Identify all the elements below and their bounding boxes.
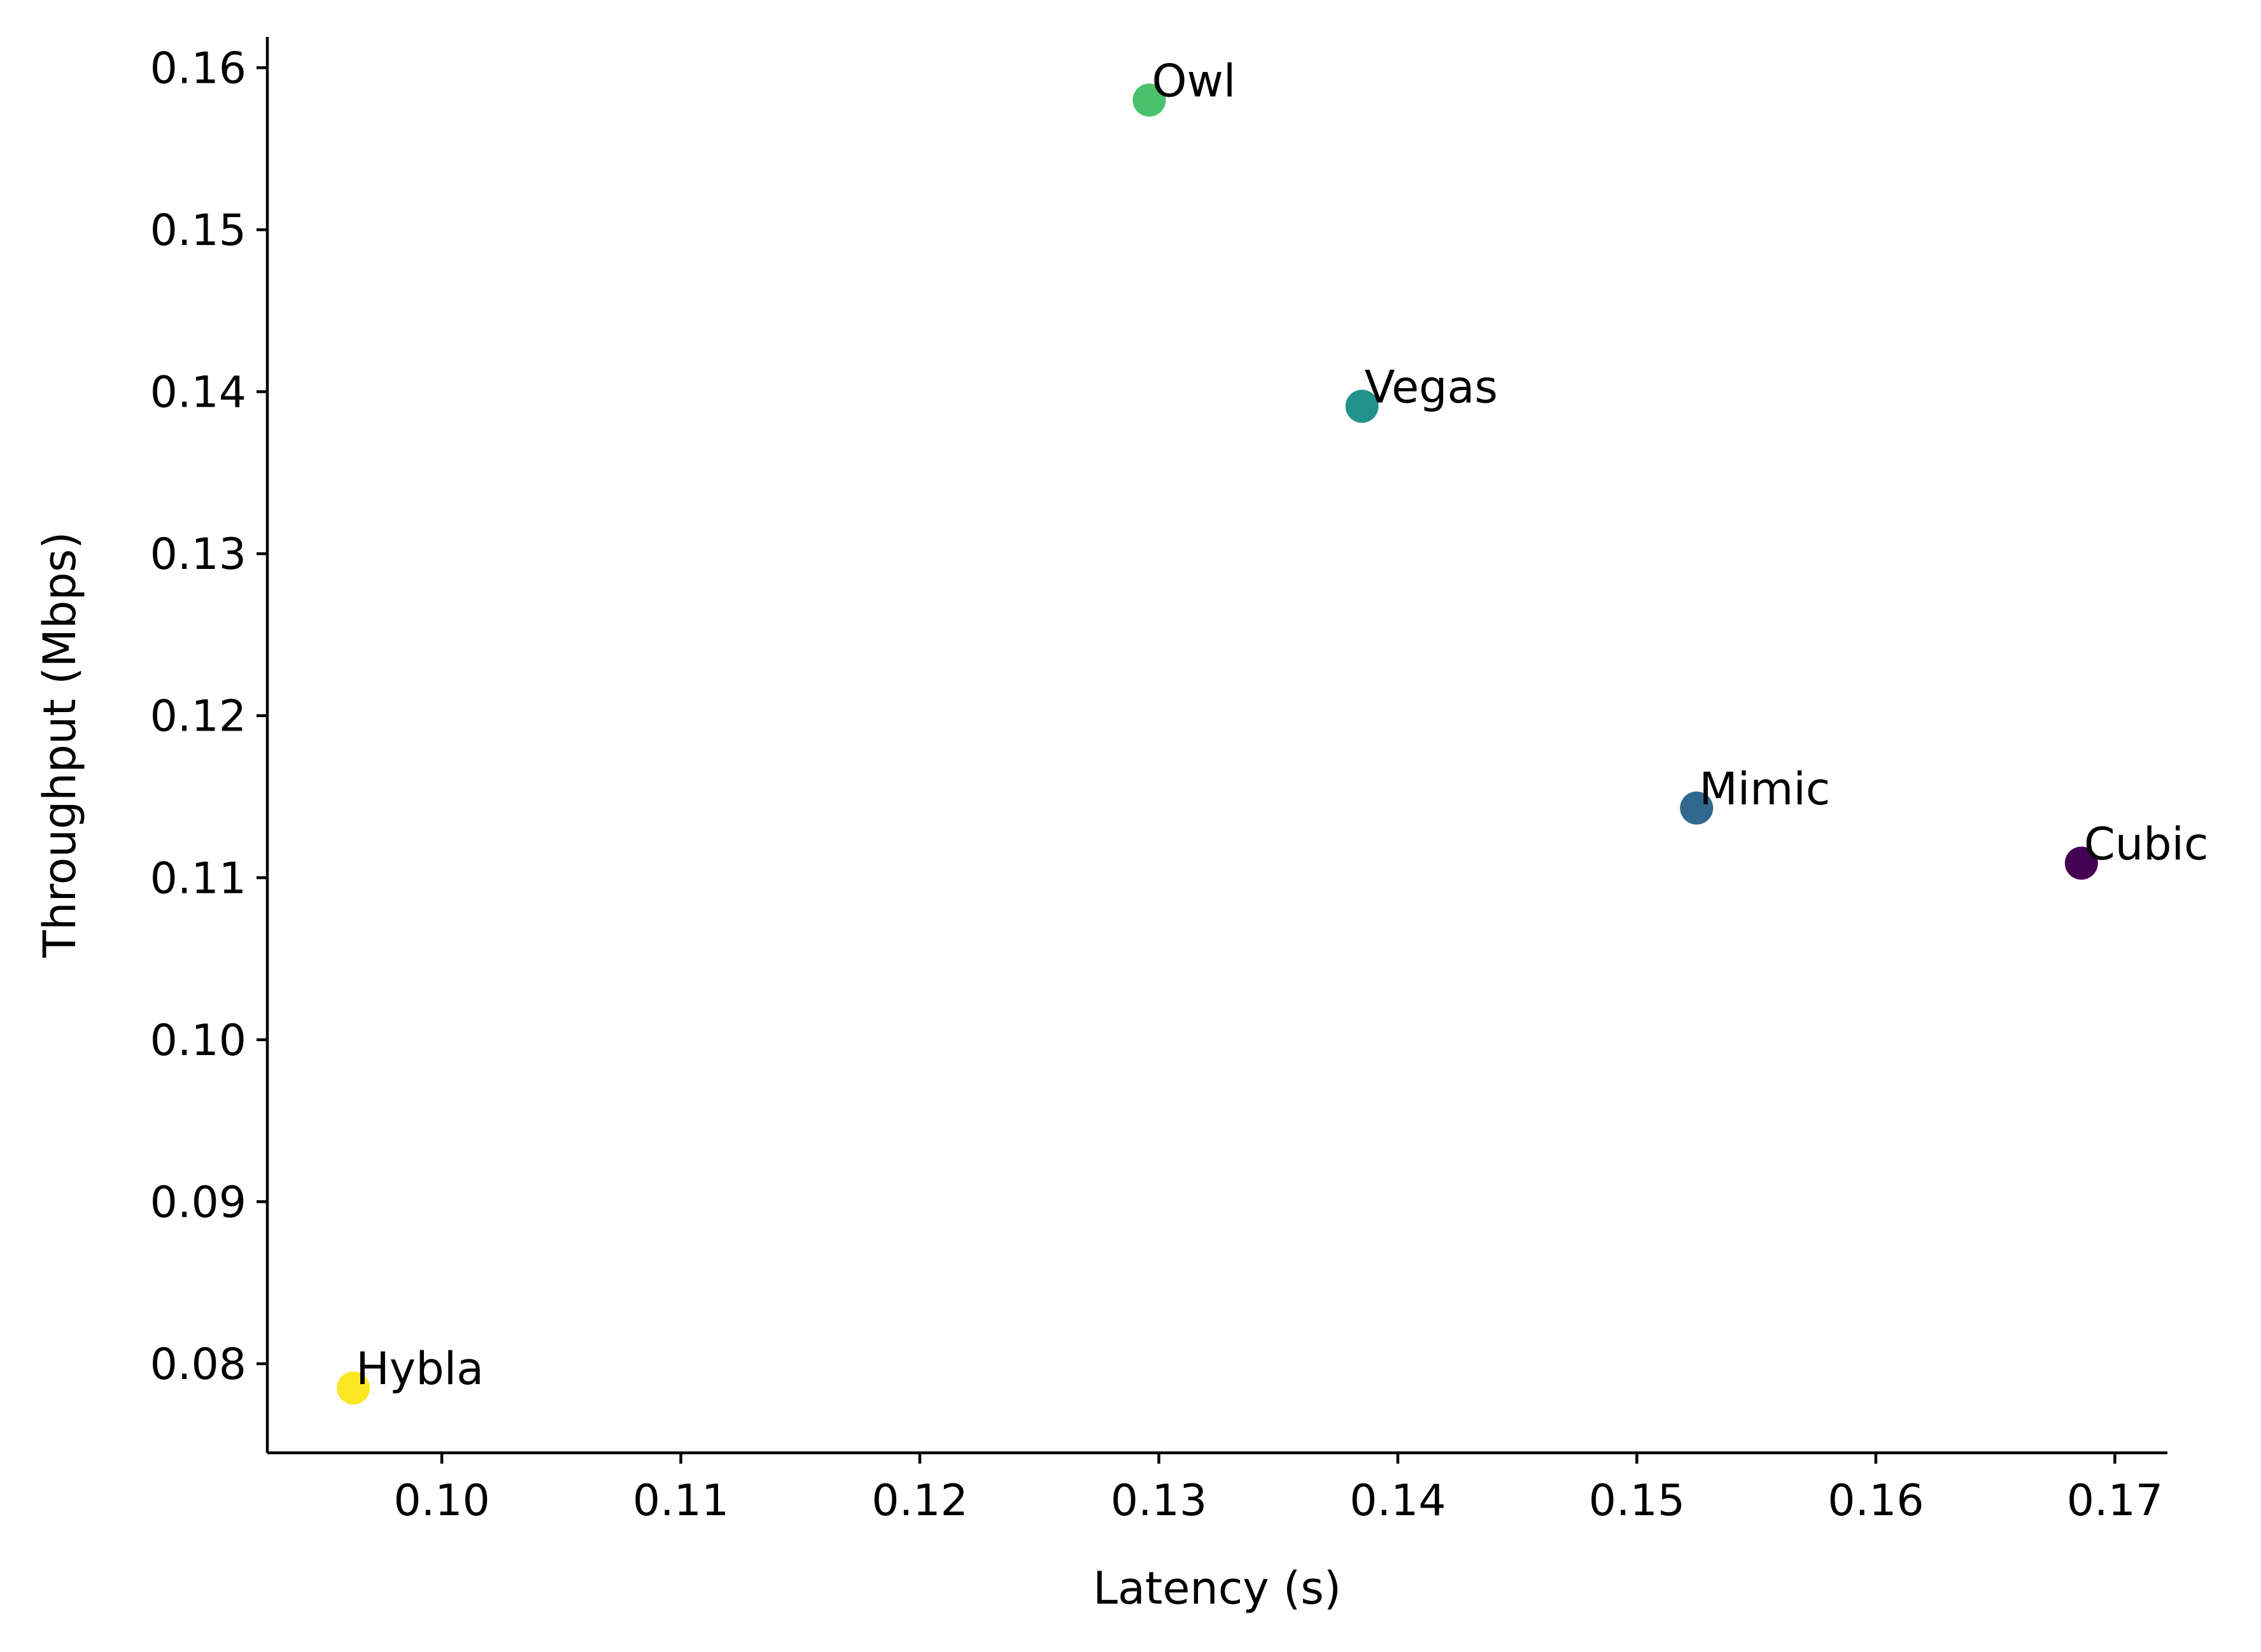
y-tick-label: 0.10 — [150, 1016, 246, 1066]
y-axis-label: Throughput (Mbps) — [34, 531, 86, 958]
x-axis-label: Latency (s) — [1093, 1562, 1341, 1614]
y-tick-label: 0.13 — [150, 529, 246, 580]
data-point-owl — [1132, 83, 1166, 117]
y-tick-label: 0.11 — [150, 853, 246, 904]
x-tick-label: 0.12 — [871, 1476, 968, 1526]
y-tick-label: 0.09 — [150, 1177, 246, 1228]
y-tick-label: 0.15 — [150, 206, 246, 256]
x-tick-label: 0.11 — [633, 1476, 729, 1526]
point-label-hybla: Hybla — [356, 1343, 484, 1395]
point-label-owl: Owl — [1152, 55, 1236, 107]
x-tick-label: 0.13 — [1111, 1476, 1207, 1526]
x-tick-label: 0.14 — [1349, 1476, 1446, 1526]
x-tick-label: 0.17 — [2067, 1476, 2163, 1526]
x-tick-label: 0.16 — [1828, 1476, 1924, 1526]
y-tick-label: 0.12 — [150, 692, 246, 742]
point-label-cubic: Cubic — [2084, 818, 2209, 870]
y-tick-label: 0.08 — [150, 1340, 246, 1390]
data-point-mimic — [1680, 791, 1714, 825]
data-point-hybla — [337, 1371, 370, 1405]
x-tick-label: 0.15 — [1589, 1476, 1685, 1526]
point-label-mimic: Mimic — [1699, 763, 1830, 815]
data-point-vegas — [1345, 389, 1379, 423]
point-label-vegas: Vegas — [1365, 361, 1498, 413]
axes: 0.10 0.11 0.12 0.13 0.14 0.15 0.16 0.17 0.08 0.09… — [150, 37, 2167, 1526]
data-points: Owl Vegas Mimic Cubic Hybla — [337, 55, 2209, 1405]
y-tick-label: 0.14 — [150, 368, 246, 418]
x-tick-label: 0.10 — [393, 1476, 490, 1526]
y-tick-label: 0.16 — [150, 43, 246, 94]
data-point-cubic — [2064, 846, 2098, 880]
